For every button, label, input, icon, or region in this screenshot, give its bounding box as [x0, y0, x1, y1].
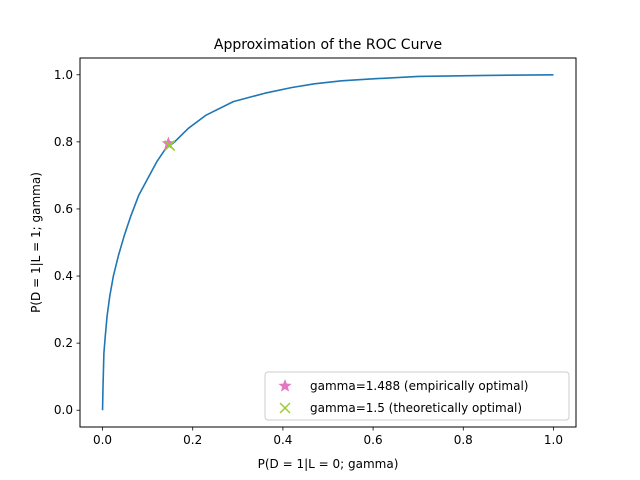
plot-area [80, 58, 576, 427]
legend-star-marker [278, 379, 292, 392]
x-axis-label: P(D = 1|L = 0; gamma) [258, 457, 399, 471]
x-tick-label: 0.2 [183, 433, 202, 447]
roc-curve-line [101, 73, 554, 411]
x-tick-label: 0.4 [273, 433, 292, 447]
y-tick-label: 0.8 [54, 135, 73, 149]
x-tick-label: 1.0 [544, 433, 563, 447]
theoretical-optimum-x [164, 140, 176, 152]
y-tick-label: 0.6 [54, 202, 73, 216]
y-tick-label: 0.0 [54, 403, 73, 417]
x-tick-label: 0.0 [93, 433, 112, 447]
legend-box [264, 371, 570, 421]
legend-markers [278, 379, 292, 414]
y-tick-label: 1.0 [54, 68, 73, 82]
chart-marks [101, 73, 554, 411]
y-tick-label: 0.2 [54, 336, 73, 350]
plot-frame [79, 57, 577, 428]
legend: gamma=1.488 (empirically optimal) gamma=… [264, 371, 570, 421]
y-tick-label: 0.4 [54, 269, 73, 283]
x-tick-label: 0.8 [454, 433, 473, 447]
y-axis-label: P(D = 1|L = 1; gamma) [29, 172, 43, 313]
axis-ticks: 0.0 0.2 0.4 0.6 0.8 1.0 0.0 0.2 0.4 0.6 0.8 1.0 [54, 68, 563, 447]
legend-label-theoretical: gamma=1.5 (theoretically optimal) [310, 401, 522, 415]
chart-title: Approximation of the ROC Curve [214, 37, 442, 53]
x-tick-label: 0.6 [364, 433, 383, 447]
legend-label-empirical: gamma=1.488 (empirically optimal) [310, 379, 529, 393]
legend-x-marker [279, 402, 291, 414]
empirical-optimum-star [161, 136, 176, 150]
